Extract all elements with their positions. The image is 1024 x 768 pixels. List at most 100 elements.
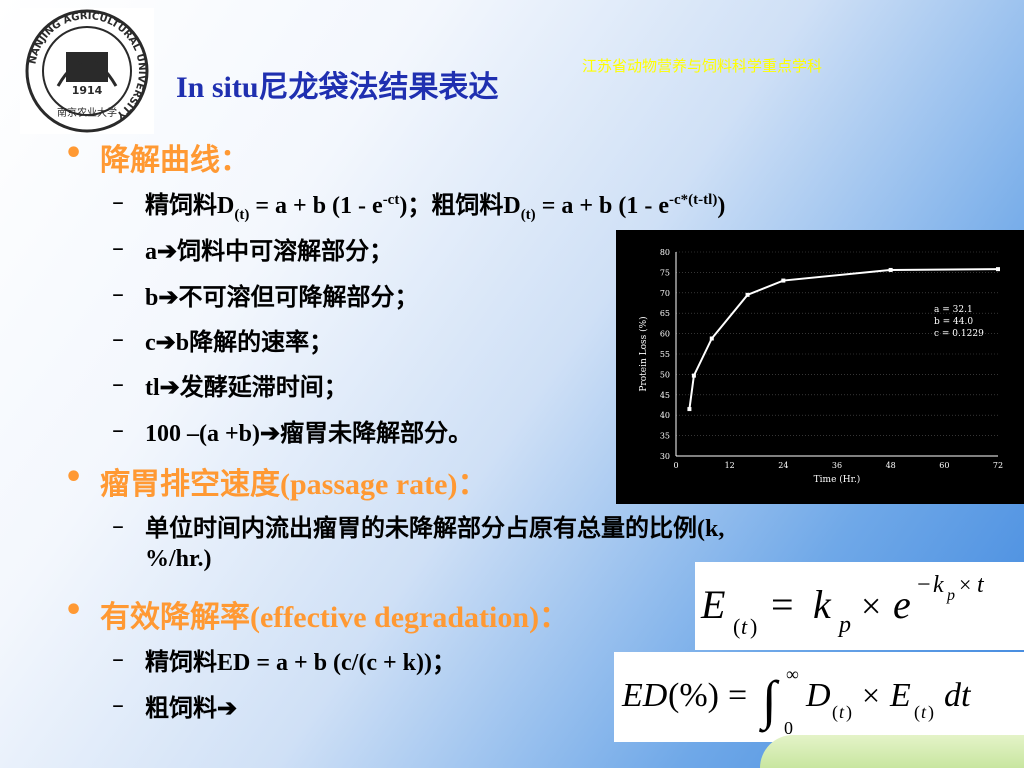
svg-text:): ) [846,702,852,723]
x-tick-label: 60 [939,461,949,470]
formula-exp2: -c*(t-tl) [669,192,718,208]
formula-body: = a + b (1 - e [249,193,383,219]
svg-text:(: ( [914,702,920,723]
roughage-ed: 粗饲料➔ [145,688,237,723]
data-point [996,267,1000,272]
svg-text:k: k [933,572,944,598]
bullet-passage-rate: 瘤胃排空速度(passage rate)： [100,468,488,501]
item-c-label: c [145,330,156,356]
svg-text:∫: ∫ [759,670,780,733]
arrow-icon: ➔ [217,696,238,722]
svg-text:ED: ED [621,677,668,714]
y-tick-label: 60 [660,330,670,339]
svg-text:E: E [700,582,725,627]
annotation-label: c = 0.1229 [934,329,984,339]
formula-ed: ED (%) = ∫ ∞ 0 D (t) × E (t) dt [614,652,1024,742]
svg-text:t: t [921,702,927,722]
data-point [745,292,750,297]
svg-text:p: p [837,612,851,638]
svg-text:): ) [928,702,934,723]
ed-line: 精饲料ED = a + b (c/(c + k))； [145,650,457,676]
roughage-prefix: 粗饲料 [431,193,504,219]
formula-end2: ) [717,193,726,219]
y-tick-label: 45 [660,391,670,400]
roughage-ed-label: 粗饲料 [145,696,217,722]
logo-year: 1914 [72,84,103,97]
data-point [709,336,714,341]
svg-text:0: 0 [784,718,793,738]
y-tick-label: 30 [660,452,670,461]
dash: – [112,370,124,398]
x-tick-label: 12 [725,461,735,470]
arrow-icon: ➔ [155,330,176,356]
svg-text:=: = [771,582,794,627]
y-tick-label: 40 [660,411,670,420]
svg-text:dt: dt [944,677,972,714]
svg-text:t: t [741,614,748,639]
item-b-text: 不可溶但可降解部分； [178,285,419,311]
x-tick-label: 72 [993,461,1003,470]
bullet-degradation-curve: 降解曲线： [100,144,250,177]
formula-d2: D [503,193,521,219]
dash: – [112,512,124,540]
decorative-grass [760,735,1024,768]
item-c-text: b降解的速率； [175,330,334,356]
formula-e-t: E (t) = k p × e − k p × t [695,562,1024,650]
data-point [691,373,696,378]
formula-exp: -ct [382,192,400,208]
logo-chinese: 南京农业大学 [57,106,117,119]
dash: – [112,234,124,262]
bullet-dot: • [64,136,84,171]
svg-text:×: × [862,677,880,713]
item-a-label: a [145,239,157,265]
x-tick-label: 0 [673,461,678,470]
svg-text:=: = [728,677,747,714]
formula-d: D [217,193,235,219]
dash: – [112,188,124,216]
header-discipline-tag: 江苏省动物营养与饲料科学重点学科 [582,57,823,75]
y-tick-label: 70 [660,289,670,298]
formula-sub2: (t) [520,206,536,223]
university-logo: NANJING AGRICULTURAL UNIVERSITY 1914 南京农… [20,8,154,134]
y-axis-label: Protein Loss (%) [638,316,649,391]
svg-text:(: ( [832,702,838,723]
passage-line-1: 单位时间内流出瘤胃的未降解部分占原有总量的比例(k, [145,516,725,542]
dash: – [112,416,124,444]
data-point [781,278,786,283]
concentrate-prefix: 精饲料 [145,193,217,219]
svg-text:(: ( [733,614,740,639]
svg-text:×: × [959,572,971,597]
data-point [687,407,692,412]
svg-text:E: E [889,677,911,714]
item-b: b➔不可溶但可降解部分； [145,277,418,312]
svg-text:t: t [839,702,845,722]
formula-sub: (t) [234,206,250,223]
annotation-label: b = 44.0 [934,317,973,327]
x-tick-label: 24 [778,461,788,470]
svg-text:×: × [861,586,881,626]
item-a-text: 饲料中可溶解部分； [177,239,394,265]
item-rest-text: 瘤胃未降解部分。 [280,421,473,447]
item-b-label: b [145,285,159,311]
data-point [888,267,893,272]
arrow-icon: ➔ [158,285,179,311]
dash: – [112,691,124,719]
x-axis-label: Time (Hr.) [814,474,861,485]
svg-text:t: t [977,572,985,598]
item-tl: tl➔发酵延滞时间； [145,367,348,402]
arrow-icon: ➔ [157,239,178,265]
item-a: a➔饲料中可溶解部分； [145,231,393,266]
passage-line-2: %/hr.) [145,546,212,572]
dash: – [112,645,124,673]
bullet-dot: • [64,593,84,628]
y-tick-label: 65 [660,309,670,318]
svg-text:e: e [893,582,911,627]
item-rest-label: 100 –(a +b) [145,421,261,447]
series-line [688,268,999,410]
degradation-chart: 30 35 40 45 50 55 60 65 70 75 80 0 12 24 36 48 60 72 a = … [616,230,1024,504]
y-tick-label: 50 [660,370,670,379]
y-tick-label: 75 [660,268,670,277]
svg-text:(%): (%) [668,677,719,714]
y-tick-label: 80 [660,248,670,257]
formula-end: )； [399,193,432,219]
